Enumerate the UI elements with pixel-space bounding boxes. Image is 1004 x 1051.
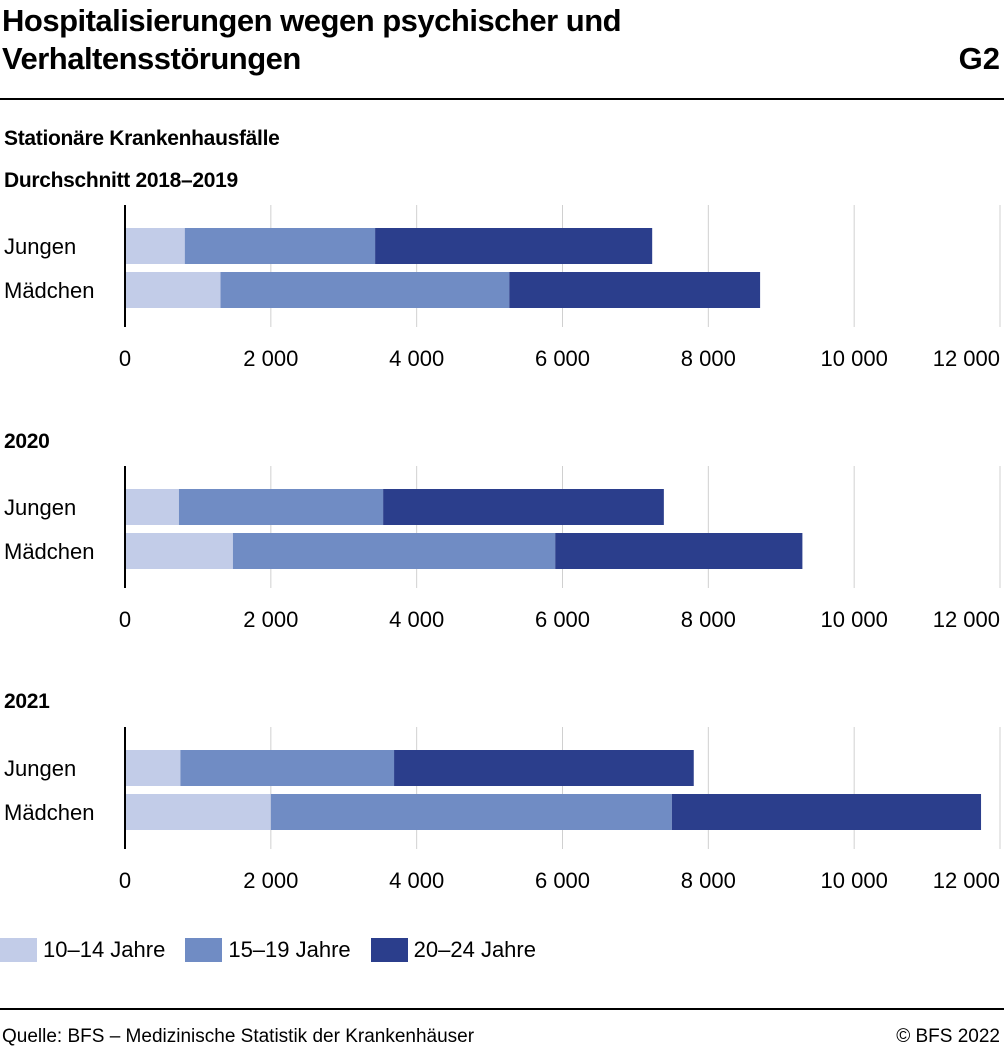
stacked-bar-charts: 0 2 000 4 000 6 000 8 000 10 000 12 000 Jungen M… <box>4 205 1001 893</box>
source-note: Quelle: BFS – Medizinische Statistik der… <box>2 1026 475 1047</box>
category-label: Jungen <box>4 756 76 781</box>
category-label: Mädchen <box>4 800 95 825</box>
x-tick-label: 6 000 <box>535 868 590 893</box>
bar-segment <box>509 272 761 308</box>
bar-segment <box>383 489 664 525</box>
bar-segment <box>375 228 653 264</box>
x-tick-label: 10 000 <box>821 346 888 371</box>
x-tick-label: 8 000 <box>681 607 736 632</box>
bar-segment <box>555 533 803 569</box>
legend: 10–14 Jahre 15–19 Jahre 20–24 Jahre <box>0 937 556 963</box>
bottom-rule <box>0 1008 1004 1010</box>
legend-item-10-14: 10–14 Jahre <box>0 937 165 963</box>
bar-segment <box>178 489 384 525</box>
x-tick-label: 12 000 <box>933 868 1000 893</box>
x-tick-label: 4 000 <box>389 868 444 893</box>
category-label: Jungen <box>4 234 76 259</box>
x-tick-label: 8 000 <box>681 868 736 893</box>
x-tick-label: 6 000 <box>535 607 590 632</box>
x-tick-label: 12 000 <box>933 346 1000 371</box>
legend-label-10-14: 10–14 Jahre <box>43 937 166 962</box>
bar-segment <box>671 794 982 830</box>
legend-item-15-19: 15–19 Jahre <box>185 937 351 963</box>
bar-segment <box>125 489 179 525</box>
x-tick-label: 2 000 <box>243 868 298 893</box>
bar-segment <box>394 750 694 786</box>
bar-segment <box>184 228 376 264</box>
chart-code: G2 <box>958 41 1000 76</box>
bar-segment <box>125 750 181 786</box>
chart-subtitle: Stationäre Krankenhausfälle <box>4 127 280 150</box>
legend-label-15-19: 15–19 Jahre <box>228 937 351 962</box>
category-label: Mädchen <box>4 278 95 303</box>
bar-segment <box>232 533 556 569</box>
panel-title-2018-2019: Durchschnitt 2018–2019 <box>4 169 238 192</box>
bar-segment <box>220 272 510 308</box>
panel-title-2020: 2020 <box>4 430 50 453</box>
x-tick-label: 0 <box>119 607 131 632</box>
bar-segment <box>180 750 395 786</box>
legend-swatch-10-14 <box>0 938 37 962</box>
legend-label-20-24: 20–24 Jahre <box>413 937 536 962</box>
x-tick-label: 12 000 <box>933 607 1000 632</box>
bar-segment <box>125 272 221 308</box>
bar-segment <box>125 533 233 569</box>
category-label: Mädchen <box>4 539 95 564</box>
x-tick-label: 0 <box>119 346 131 371</box>
panel-title-2021: 2021 <box>4 690 50 713</box>
x-tick-label: 2 000 <box>243 607 298 632</box>
legend-swatch-20-24 <box>370 938 408 962</box>
bar-segment <box>125 228 185 264</box>
bar-segment <box>270 794 672 830</box>
x-tick-label: 4 000 <box>389 607 444 632</box>
bar-segment <box>125 794 271 830</box>
x-tick-label: 10 000 <box>821 607 888 632</box>
x-tick-label: 8 000 <box>681 346 736 371</box>
x-tick-label: 0 <box>119 868 131 893</box>
x-tick-label: 4 000 <box>389 346 444 371</box>
x-tick-label: 6 000 <box>535 346 590 371</box>
category-label: Jungen <box>4 495 76 520</box>
top-rule <box>0 98 1004 100</box>
legend-swatch-15-19 <box>185 938 223 962</box>
x-tick-label: 10 000 <box>821 868 888 893</box>
legend-item-20-24: 20–24 Jahre <box>370 937 536 963</box>
chart-title: Hospitalisierungen wegen psychischer und… <box>2 3 622 76</box>
x-tick-label: 2 000 <box>243 346 298 371</box>
copyright: © BFS 2022 <box>896 1026 1000 1047</box>
